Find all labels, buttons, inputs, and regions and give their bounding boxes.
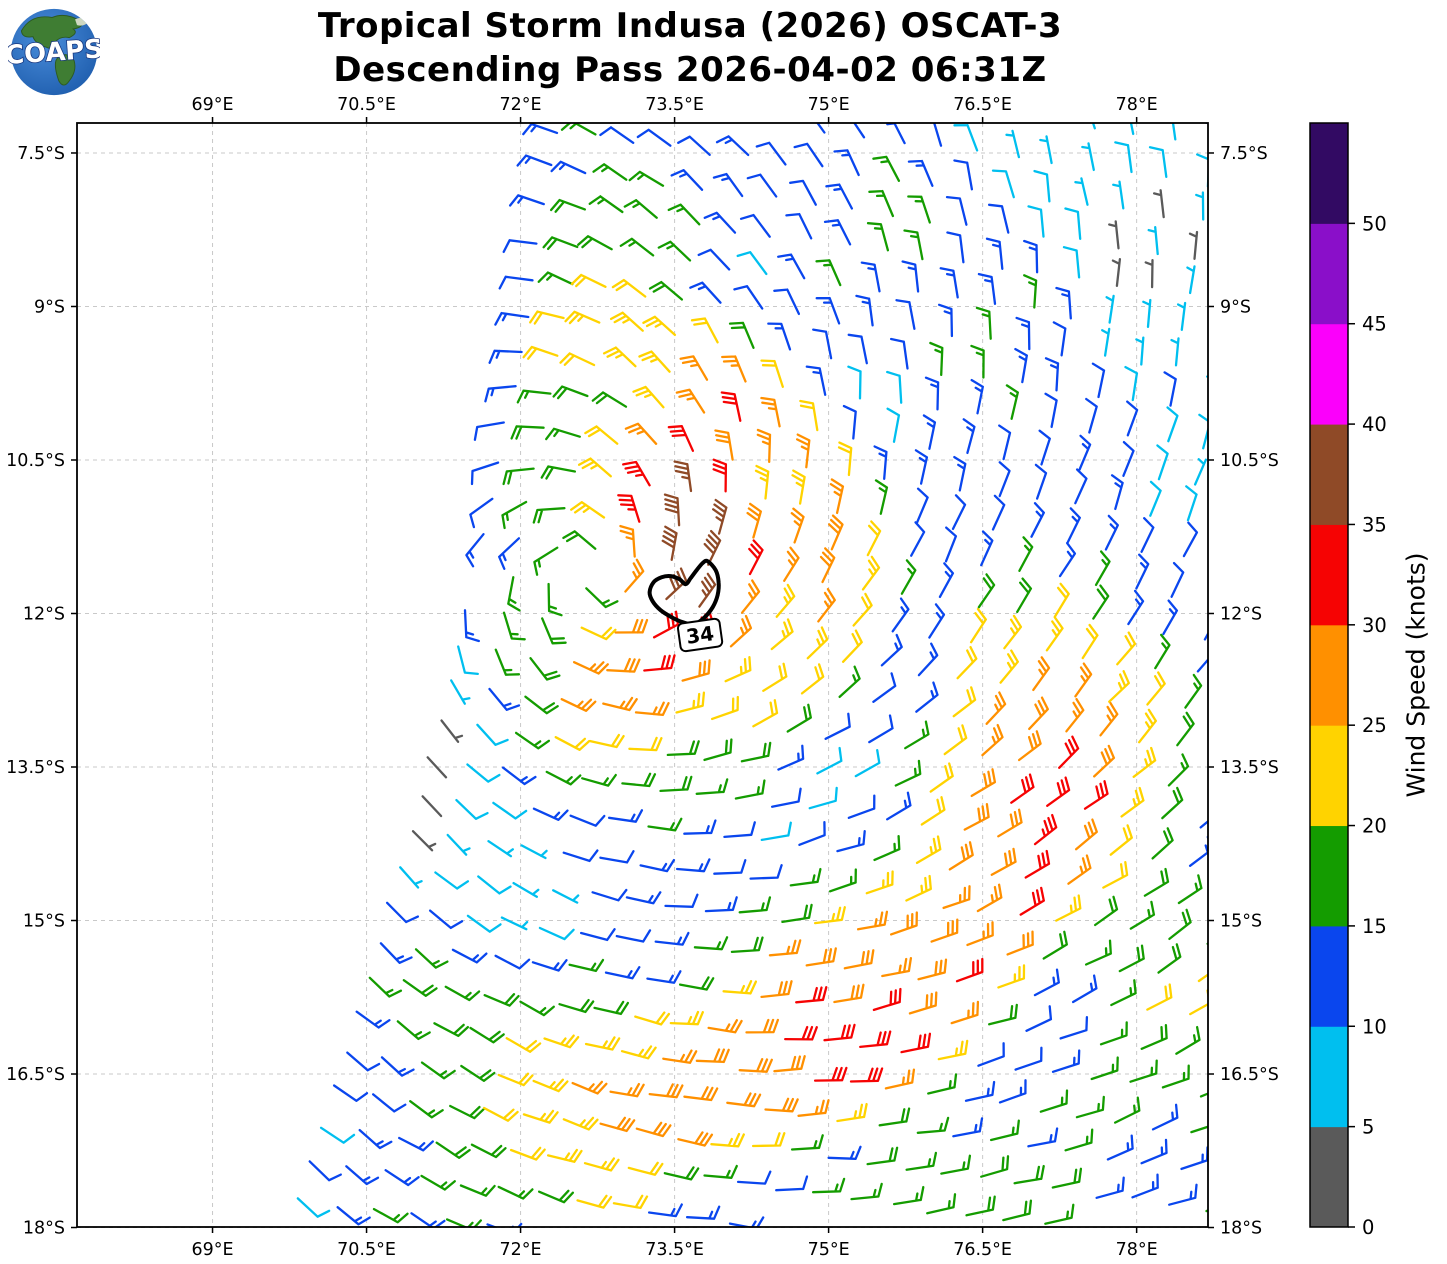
x-tick-label-bottom: 72°E — [500, 1240, 542, 1260]
colorbar-tick-label: 5 — [1362, 1116, 1374, 1139]
coaps-logo: COAPS — [3, 6, 105, 98]
x-tick-label-top: 75°E — [808, 95, 850, 115]
x-tick-label-bottom: 76.5°E — [953, 1240, 1012, 1260]
colorbar-segment — [1310, 323, 1348, 425]
colorbar-tick-label: 50 — [1362, 212, 1387, 235]
y-tick-label-right: 16.5°S — [1220, 1065, 1279, 1085]
colorbar-segment — [1310, 424, 1348, 525]
colorbar-tick-label: 15 — [1362, 915, 1387, 938]
colorbar-segment — [1310, 825, 1348, 927]
chart-title: Tropical Storm Indusa (2026) OSCAT-3 — [317, 6, 1063, 46]
chart-subtitle: Descending Pass 2026-04-02 06:31Z — [333, 50, 1047, 90]
x-tick-label-top: 76.5°E — [953, 95, 1012, 115]
colorbar-axis-label: Wind Speed (knots) — [1401, 552, 1431, 798]
colorbar-tick-label: 45 — [1362, 313, 1387, 336]
colorbar-tick-label: 20 — [1362, 815, 1387, 838]
logo-text: COAPS — [8, 34, 100, 71]
x-tick-label-bottom: 70.5°E — [337, 1240, 396, 1260]
x-tick-label-top: 69°E — [191, 95, 233, 115]
y-tick-label-left: 12°S — [23, 604, 65, 624]
y-tick-label-left: 13.5°S — [6, 758, 65, 778]
colorbar-segment — [1310, 524, 1348, 626]
axes: 69°E 69°E 70.5°E 70.5°E 72°E 72°E 73.5°E 73.5°E… — [6, 95, 1279, 1260]
colorbar-segment — [1310, 725, 1348, 827]
y-tick-label-right: 7.5°S — [1220, 144, 1268, 164]
storm-34kt-contour — [647, 558, 721, 627]
storm-contour-layer — [647, 558, 721, 627]
colorbar-tick-label: 10 — [1362, 1015, 1387, 1038]
colorbar-segment — [1310, 1126, 1348, 1228]
y-tick-label-right: 13.5°S — [1220, 758, 1279, 778]
colorbar-tick-label: 25 — [1362, 714, 1387, 737]
storm-wind-radius-label: 34 — [675, 617, 724, 654]
colorbar-segment — [1310, 123, 1348, 224]
x-tick-label-top: 78°E — [1116, 95, 1158, 115]
x-tick-label-top: 70.5°E — [337, 95, 396, 115]
colorbar-tick-label: 30 — [1362, 614, 1387, 637]
colorbar: 0 5 10 15 20 25 30 35 40 45 50 — [1309, 122, 1387, 1239]
colorbar-segment — [1310, 1026, 1348, 1128]
y-tick-label-right: 9°S — [1220, 297, 1251, 317]
x-tick-label-bottom: 78°E — [1116, 1240, 1158, 1260]
globe-icon: COAPS — [3, 8, 105, 96]
gridlines — [77, 123, 1208, 1229]
y-tick-label-left: 16.5°S — [6, 1065, 65, 1085]
y-tick-label-left: 7.5°S — [17, 144, 65, 164]
y-tick-label-right: 15°S — [1220, 912, 1262, 932]
wind-barbs — [296, 123, 1208, 1227]
colorbar-tick-label: 40 — [1362, 413, 1387, 436]
x-tick-label-bottom: 73.5°E — [645, 1240, 704, 1260]
x-tick-label-bottom: 69°E — [191, 1240, 233, 1260]
y-tick-label-right: 18°S — [1220, 1219, 1262, 1239]
x-tick-label-top: 73.5°E — [645, 95, 704, 115]
y-tick-label-left: 9°S — [34, 297, 65, 317]
colorbar-tick-label: 0 — [1362, 1216, 1374, 1239]
y-tick-label-left: 15°S — [23, 912, 65, 932]
y-tick-label-right: 10.5°S — [1220, 451, 1279, 471]
colorbar-segment — [1310, 624, 1348, 726]
x-tick-label-bottom: 75°E — [808, 1240, 850, 1260]
y-tick-label-right: 12°S — [1220, 604, 1262, 624]
colorbar-tick-label: 35 — [1362, 513, 1387, 536]
colorbar-segment — [1310, 223, 1348, 325]
title-block: Tropical Storm Indusa (2026) OSCAT-3 Des… — [110, 4, 1270, 92]
storm-wind-radius-value: 34 — [684, 621, 715, 650]
colorbar-segment — [1310, 925, 1348, 1027]
y-tick-label-left: 10.5°S — [6, 451, 65, 471]
x-tick-label-top: 72°E — [500, 95, 542, 115]
y-tick-label-left: 18°S — [23, 1219, 65, 1239]
